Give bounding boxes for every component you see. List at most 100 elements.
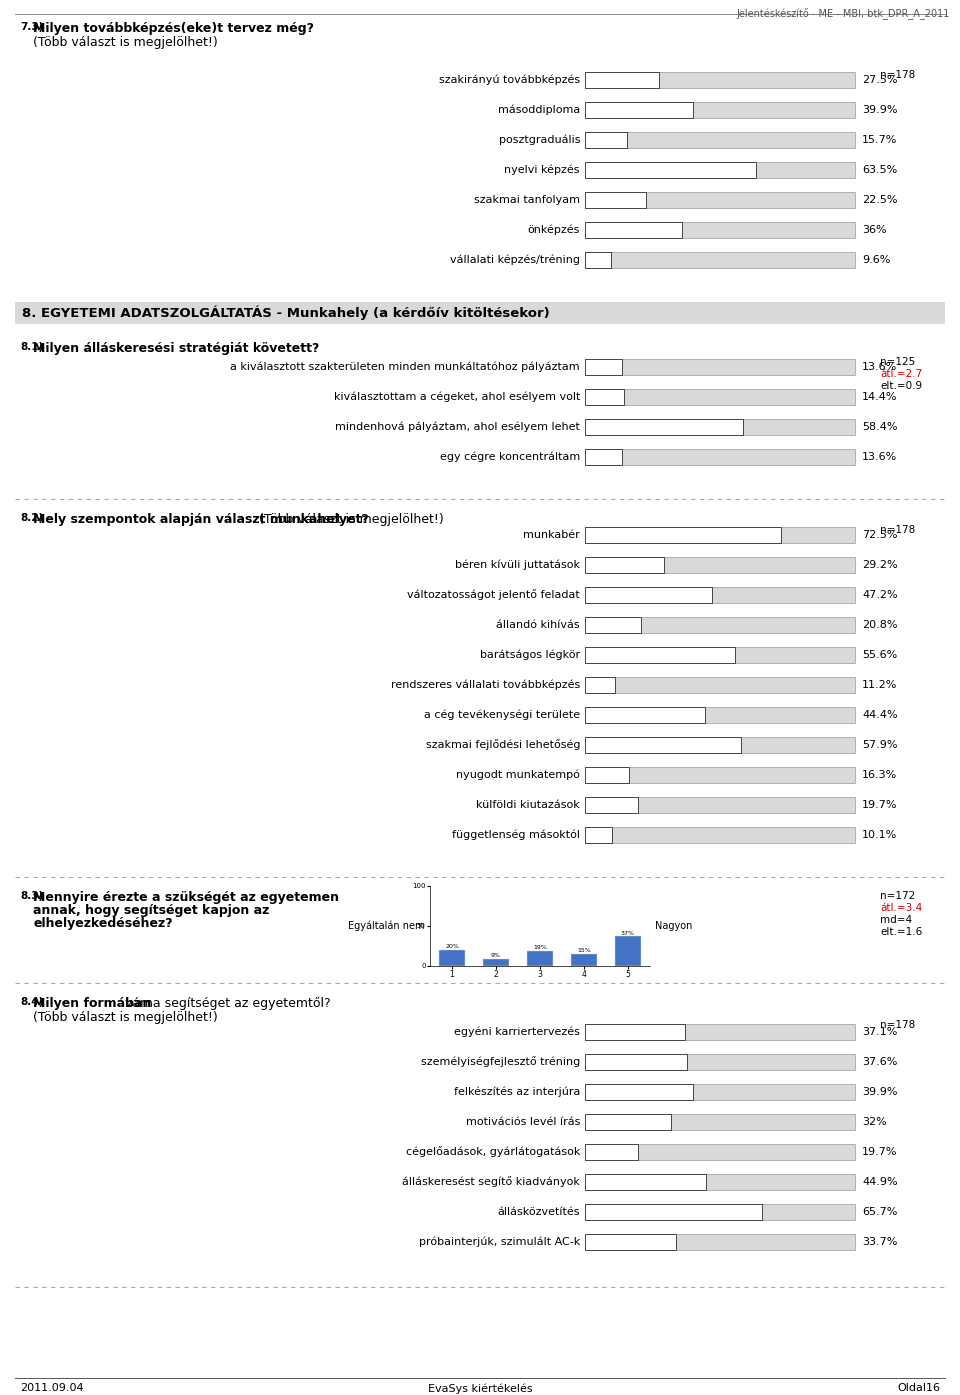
Bar: [585, 737, 855, 753]
Bar: [585, 1084, 855, 1101]
Bar: [585, 647, 735, 663]
Bar: [585, 418, 743, 435]
Text: álláskeresést segítő kiadványok: álláskeresést segítő kiadványok: [402, 1176, 580, 1187]
Text: 7.3): 7.3): [20, 22, 43, 32]
Text: 15.7%: 15.7%: [862, 135, 898, 145]
Bar: [571, 954, 597, 965]
Bar: [585, 587, 855, 603]
Bar: [585, 222, 855, 239]
Text: 22.5%: 22.5%: [862, 195, 898, 205]
Text: 29.2%: 29.2%: [862, 559, 898, 571]
Text: 58.4%: 58.4%: [862, 423, 898, 432]
Text: nyugodt munkatempó: nyugodt munkatempó: [456, 770, 580, 780]
Bar: [585, 557, 855, 573]
Bar: [527, 951, 553, 965]
Text: EvaSys kiértékelés: EvaSys kiértékelés: [428, 1382, 532, 1394]
Text: kiválasztottam a cégeket, ahol esélyem volt: kiválasztottam a cégeket, ahol esélyem v…: [334, 392, 580, 402]
Text: 16.3%: 16.3%: [862, 770, 898, 780]
Text: 9.6%: 9.6%: [862, 255, 890, 265]
Bar: [585, 1144, 855, 1161]
Text: 39.9%: 39.9%: [862, 105, 898, 114]
Bar: [585, 359, 622, 375]
Text: felkészítés az interjúra: felkészítés az interjúra: [454, 1087, 580, 1098]
Bar: [585, 1235, 676, 1250]
Bar: [585, 73, 660, 88]
Text: 37%: 37%: [621, 930, 635, 936]
Text: egy cégre koncentráltam: egy cégre koncentráltam: [440, 452, 580, 462]
Bar: [585, 252, 611, 268]
Text: önképzés: önképzés: [528, 225, 580, 236]
Bar: [585, 449, 855, 465]
Text: (Több választ is megjelölhet!): (Több választ is megjelölhet!): [255, 513, 444, 526]
Text: függetlenség másoktól: függetlenség másoktól: [452, 830, 580, 840]
Text: Oldal16: Oldal16: [897, 1382, 940, 1394]
Bar: [585, 389, 624, 405]
Text: 27.5%: 27.5%: [862, 75, 898, 85]
Bar: [585, 1204, 762, 1221]
Bar: [585, 557, 664, 573]
Text: állásközvetítés: állásközvetítés: [497, 1207, 580, 1216]
Text: 55.6%: 55.6%: [862, 650, 898, 660]
Text: átl.=3.4: átl.=3.4: [880, 903, 923, 912]
Bar: [585, 677, 615, 693]
Text: szakmai fejlődési lehetőség: szakmai fejlődési lehetőség: [425, 739, 580, 751]
Text: szakmai tanfolyam: szakmai tanfolyam: [474, 195, 580, 205]
Text: posztgraduális: posztgraduális: [498, 135, 580, 145]
Text: md=4: md=4: [880, 915, 912, 925]
Bar: [585, 102, 855, 119]
Bar: [614, 936, 641, 965]
Bar: [585, 767, 855, 783]
Text: Milyen továbbképzés(eke)t tervez még?: Milyen továbbképzés(eke)t tervez még?: [33, 22, 314, 35]
Bar: [585, 449, 622, 465]
Bar: [585, 827, 855, 843]
Text: 15%: 15%: [577, 949, 590, 953]
Bar: [585, 252, 855, 268]
Bar: [15, 301, 945, 324]
Text: próbainterjúk, szimulált AC-k: próbainterjúk, szimulált AC-k: [419, 1237, 580, 1247]
Bar: [585, 193, 855, 208]
Text: 19.7%: 19.7%: [862, 799, 898, 810]
Text: cégelőadások, gyárlátogatások: cégelőadások, gyárlátogatások: [406, 1147, 580, 1158]
Text: elt.=0.9: elt.=0.9: [880, 381, 923, 391]
Text: 8.4): 8.4): [20, 997, 43, 1007]
Text: 33.7%: 33.7%: [862, 1237, 898, 1247]
Text: egyéni karriertervezés: egyéni karriertervezés: [454, 1027, 580, 1038]
Text: nyelvi képzés: nyelvi képzés: [505, 165, 580, 176]
Text: annak, hogy segítséget kapjon az: annak, hogy segítséget kapjon az: [33, 904, 270, 917]
Bar: [585, 707, 855, 723]
Bar: [585, 1204, 855, 1221]
Text: szakirányú továbbképzés: szakirányú továbbképzés: [439, 75, 580, 85]
Text: n=178: n=178: [880, 1020, 915, 1030]
Text: változatosságot jelentő feladat: változatosságot jelentő feladat: [407, 590, 580, 600]
Text: n=125: n=125: [880, 357, 915, 367]
Text: másoddiploma: másoddiploma: [497, 105, 580, 116]
Bar: [585, 707, 705, 723]
Bar: [585, 527, 780, 543]
Text: 19.7%: 19.7%: [862, 1147, 898, 1156]
Bar: [585, 797, 638, 813]
Bar: [585, 133, 628, 148]
Text: rendszeres vállalati továbbképzés: rendszeres vállalati továbbképzés: [391, 679, 580, 691]
Bar: [585, 102, 693, 119]
Bar: [585, 1055, 686, 1070]
Bar: [585, 418, 855, 435]
Bar: [585, 797, 855, 813]
Text: (Több választ is megjelölhet!): (Több választ is megjelölhet!): [33, 1011, 218, 1024]
Bar: [585, 647, 855, 663]
Text: Egyáltalán nem: Egyáltalán nem: [348, 921, 425, 932]
Bar: [585, 1024, 685, 1041]
Text: 65.7%: 65.7%: [862, 1207, 898, 1216]
Bar: [585, 617, 641, 633]
Bar: [585, 389, 855, 405]
Bar: [585, 587, 712, 603]
Text: 13.6%: 13.6%: [862, 361, 898, 372]
Text: 2011.09.04: 2011.09.04: [20, 1382, 84, 1394]
Text: barátságos légkör: barátságos légkör: [480, 650, 580, 660]
Text: a cég tevékenységi területe: a cég tevékenységi területe: [424, 710, 580, 720]
Text: 14.4%: 14.4%: [862, 392, 898, 402]
Text: 8.1): 8.1): [20, 342, 43, 352]
Bar: [585, 1115, 671, 1130]
Text: elhelyezkedéséhez?: elhelyezkedéséhez?: [33, 917, 173, 930]
Text: személyiségfejlesztő tréning: személyiségfejlesztő tréning: [420, 1056, 580, 1067]
Text: munkabér: munkabér: [523, 530, 580, 540]
